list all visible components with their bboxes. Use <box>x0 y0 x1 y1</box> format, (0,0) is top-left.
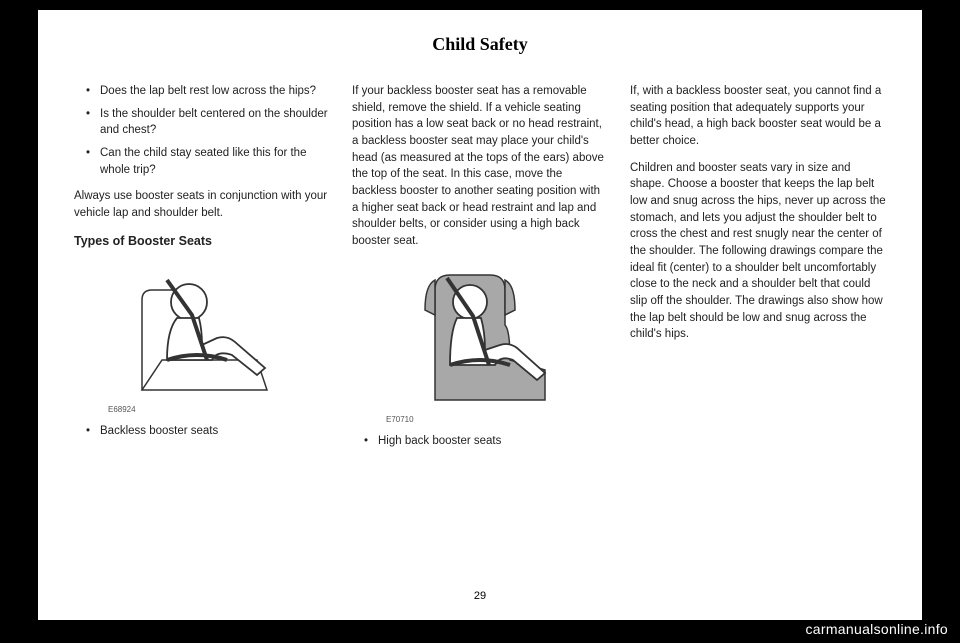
subheading-booster-types: Types of Booster Seats <box>74 232 330 250</box>
paragraph: If your backless booster seat has a remo… <box>352 83 608 250</box>
column-2: If your backless booster seat has a remo… <box>352 83 608 576</box>
column-layout: Does the lap belt rest low across the hi… <box>74 83 886 576</box>
booster-highback-icon <box>395 260 565 410</box>
figure-backless-booster <box>74 260 330 400</box>
paragraph: If, with a backless booster seat, you ca… <box>630 83 886 150</box>
figure-highback-booster <box>352 260 608 410</box>
bullet-list-bottom: Backless booster seats <box>74 423 330 440</box>
list-item: High back booster seats <box>364 433 608 450</box>
paragraph: Always use booster seats in conjunction … <box>74 188 330 221</box>
page-title: Child Safety <box>74 34 886 55</box>
bullet-list-bottom: High back booster seats <box>352 433 608 450</box>
list-item: Is the shoulder belt centered on the sho… <box>86 106 330 139</box>
bullet-list-top: Does the lap belt rest low across the hi… <box>74 83 330 178</box>
figure-label: E68924 <box>108 404 330 416</box>
watermark: carmanualsonline.info <box>806 621 949 637</box>
paragraph: Children and booster seats vary in size … <box>630 160 886 343</box>
column-1: Does the lap belt rest low across the hi… <box>74 83 330 576</box>
document-page: Child Safety Does the lap belt rest low … <box>38 10 922 620</box>
column-3: If, with a backless booster seat, you ca… <box>630 83 886 576</box>
list-item: Can the child stay seated like this for … <box>86 145 330 178</box>
page-number: 29 <box>74 576 886 602</box>
booster-backless-icon <box>117 260 287 400</box>
figure-label: E70710 <box>386 414 608 426</box>
list-item: Does the lap belt rest low across the hi… <box>86 83 330 100</box>
list-item: Backless booster seats <box>86 423 330 440</box>
